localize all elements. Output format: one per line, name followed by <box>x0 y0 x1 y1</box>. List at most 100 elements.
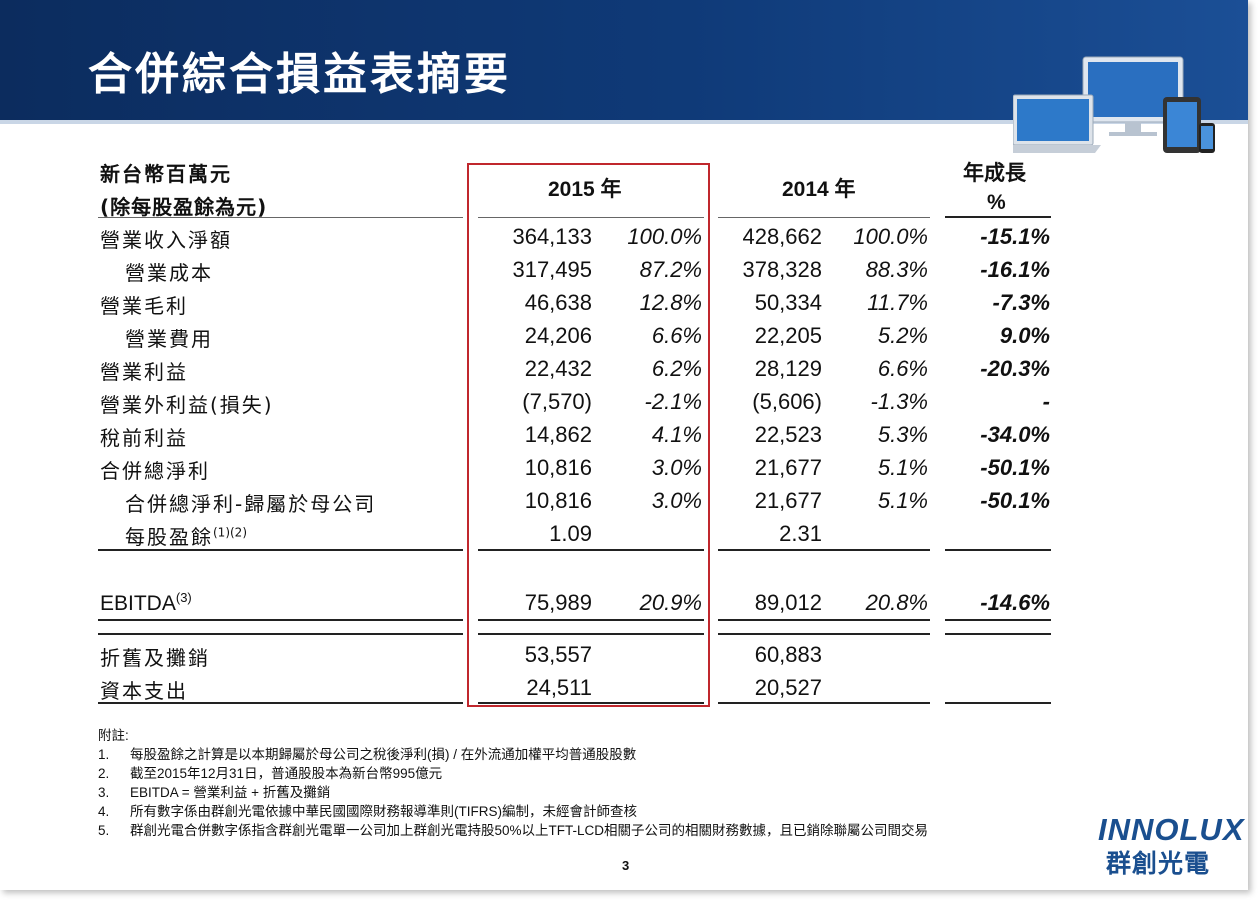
ebitda-2015-pct: 20.9% <box>639 590 702 615</box>
row-label: 營業外利益(損失) <box>100 393 274 417</box>
col-header-2014: 2014 年 <box>782 178 856 201</box>
value-2015: (7,570) <box>522 389 592 414</box>
yoy-growth: -50.1% <box>980 455 1050 480</box>
table-rule <box>478 549 704 551</box>
pct-2015: 3.0% <box>651 488 702 513</box>
row-label: 營業毛利 <box>100 294 188 318</box>
table-rule <box>478 619 704 621</box>
pct-2015: 3.0% <box>651 455 702 480</box>
capex-2015: 24,511 <box>526 675 592 700</box>
value-2015: 317,495 <box>512 257 592 282</box>
table-rule <box>98 549 463 551</box>
logo-en: INNOLUX <box>1098 812 1245 847</box>
value-2015: 364,133 <box>512 224 592 249</box>
unit-note: (除每股盈餘為元) <box>100 195 268 219</box>
pct-2014: -1.3% <box>870 389 928 414</box>
page-number: 3 <box>622 858 630 873</box>
value-2015: 24,206 <box>524 323 592 348</box>
table-rule <box>945 619 1051 621</box>
value-2014: (5,606) <box>752 389 822 414</box>
ebitda-yoy: -14.6% <box>980 590 1050 615</box>
yoy-growth: 9.0% <box>999 323 1050 348</box>
pct-2015: 4.1% <box>651 422 702 447</box>
yoy-growth: - <box>1042 389 1050 414</box>
yoy-growth: -20.3% <box>980 356 1050 381</box>
header-banner: 合併綜合損益表摘要 <box>0 0 1248 153</box>
footnotes-heading: 附註: <box>98 728 129 743</box>
row-label: 合併總淨利 <box>100 459 210 483</box>
yoy-growth: -50.1% <box>980 488 1050 513</box>
pct-2015: 12.8% <box>639 290 702 315</box>
row-label: 營業成本 <box>125 261 213 285</box>
page-title: 合併綜合損益表摘要 <box>88 49 511 100</box>
value-2014: 21,677 <box>754 488 822 513</box>
logo-zh: 群創光電 <box>1106 849 1211 878</box>
pct-2014: 5.1% <box>877 455 928 480</box>
highlight-2015-box <box>467 163 710 707</box>
value-2014: 378,328 <box>742 257 822 282</box>
value-2014: 28,129 <box>754 356 822 381</box>
row-label: 稅前利益 <box>100 426 188 450</box>
footnote-item: 5. 群創光電合併數字係指含群創光電單一公司加上群創光電持股50%以上TFT-LC… <box>98 823 929 838</box>
pct-2015: 100.0% <box>627 224 702 249</box>
value-2014: 22,523 <box>754 422 822 447</box>
table-rule <box>718 619 930 621</box>
value-2014: 22,205 <box>754 323 822 348</box>
pct-2015: 6.2% <box>651 356 702 381</box>
table-rule <box>98 633 463 635</box>
yoy-growth: -16.1% <box>980 257 1050 282</box>
footnote-item: 4. 所有數字係由群創光電依據中華民國國際財務報導準則(TIFRS)編制，未經會計… <box>98 804 637 819</box>
col-header-yoy-unit: % <box>987 191 1006 214</box>
header-rule <box>945 216 1051 218</box>
depreciation-2014: 60,883 <box>754 642 822 667</box>
pct-2014: 88.3% <box>865 257 928 282</box>
pct-2015: -2.1% <box>644 389 702 414</box>
pct-2015: 87.2% <box>639 257 702 282</box>
table-rule <box>478 702 704 704</box>
value-2015: 22,432 <box>524 356 592 381</box>
capex-label: 資本支出 <box>100 679 188 703</box>
yoy-growth: -7.3% <box>992 290 1050 315</box>
value-2015: 14,862 <box>524 422 592 447</box>
value-2014: 2.31 <box>779 521 822 546</box>
value-2015: 46,638 <box>524 290 592 315</box>
table-rule <box>718 633 930 635</box>
footnote-item: 2. 截至2015年12月31日，普通股股本為新台幣995億元 <box>98 766 443 781</box>
table-rule <box>98 702 463 704</box>
table-rule <box>98 619 463 621</box>
ebitda-2014-pct: 20.8% <box>865 590 928 615</box>
ebitda-label: EBITDA(3) <box>100 590 192 615</box>
header-stripe <box>0 120 1248 124</box>
capex-2014: 20,527 <box>754 675 822 700</box>
footnote-item: 3. EBITDA = 營業利益 + 折舊及攤銷 <box>98 785 331 800</box>
row-label: 合併總淨利-歸屬於母公司 <box>125 492 377 516</box>
row-label: 營業收入淨額 <box>100 228 232 252</box>
value-2015: 10,816 <box>524 455 592 480</box>
row-label: 營業利益 <box>100 360 188 384</box>
innolux-logo: INNOLUX 群創光電 <box>1098 812 1245 880</box>
pct-2014: 5.1% <box>877 488 928 513</box>
yoy-growth: -34.0% <box>980 422 1050 447</box>
yoy-growth: -15.1% <box>980 224 1050 249</box>
table-rule <box>478 633 704 635</box>
col-header-2015: 2015 年 <box>548 178 622 201</box>
table-rule <box>945 633 1051 635</box>
footnote-item: 1. 每股盈餘之計算是以本期歸屬於母公司之稅後淨利(損) / 在外流通加權平均普通… <box>98 747 637 762</box>
pct-2015: 6.6% <box>651 323 702 348</box>
header-rule <box>478 217 704 218</box>
row-label: 營業費用 <box>125 327 213 351</box>
value-2014: 428,662 <box>742 224 822 249</box>
value-2014: 21,677 <box>754 455 822 480</box>
table-rule <box>945 702 1051 704</box>
ebitda-2015-value: 75,989 <box>524 590 592 615</box>
pct-2014: 5.3% <box>877 422 928 447</box>
header-rule <box>98 217 463 218</box>
slide: 合併綜合損益表摘要 新台幣百萬元 (除每股盈餘為元) 2015 年 2014 年… <box>0 0 1248 880</box>
table-rule <box>718 549 930 551</box>
depreciation-label: 折舊及攤銷 <box>100 646 210 670</box>
pct-2014: 100.0% <box>853 224 928 249</box>
value-2015: 10,816 <box>524 488 592 513</box>
unit-label: 新台幣百萬元 <box>100 162 232 186</box>
table-rule <box>945 549 1051 551</box>
value-2015: 1.09 <box>549 521 592 546</box>
